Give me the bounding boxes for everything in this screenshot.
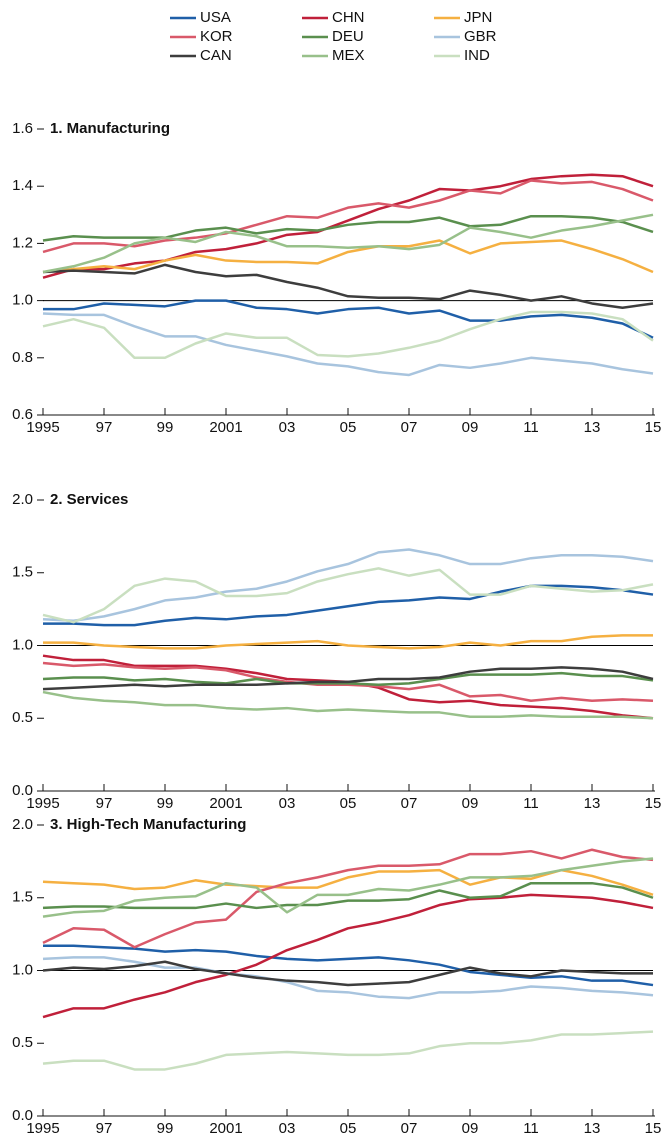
x-tick-label: 1995 <box>26 1120 59 1137</box>
series-line <box>42 548 654 623</box>
series-line <box>42 179 654 254</box>
x-tick-label: 05 <box>340 795 357 812</box>
x-tick-label: 13 <box>584 1120 601 1137</box>
x-tick-label: 15 <box>645 795 662 812</box>
series-line <box>42 310 654 360</box>
x-tick-label: 03 <box>279 1120 296 1137</box>
series-line <box>42 671 654 687</box>
y-tick-label: 0.5 <box>12 709 33 726</box>
y-tick-label: 1.4 <box>12 177 33 194</box>
x-tick-label: 1995 <box>26 795 59 812</box>
x-tick-label: 05 <box>340 1120 357 1137</box>
x-tick-label: 07 <box>401 1120 418 1137</box>
x-tick-label: 03 <box>279 795 296 812</box>
x-tick-label: 2001 <box>209 1120 242 1137</box>
legend-label: IND <box>464 47 490 64</box>
x-tick-label: 05 <box>340 419 357 436</box>
series-line <box>42 661 654 703</box>
x-tick-label: 99 <box>157 419 174 436</box>
legend-label: DEU <box>332 28 364 45</box>
y-tick-label: 1.6 <box>12 120 33 137</box>
series-line <box>42 213 654 274</box>
y-tick-label: 1.0 <box>12 961 33 978</box>
x-tick-label: 09 <box>462 419 479 436</box>
x-tick-label: 99 <box>157 1120 174 1137</box>
y-tick-label: 1.5 <box>12 564 33 581</box>
x-tick-label: 97 <box>96 795 113 812</box>
series-line <box>42 312 654 377</box>
x-tick-label: 13 <box>584 419 601 436</box>
panel-title: 3. High-Tech Manufacturing <box>50 816 246 833</box>
series-line <box>42 263 654 309</box>
x-tick-label: 11 <box>523 1120 539 1137</box>
x-tick-label: 97 <box>96 419 113 436</box>
series-line <box>42 960 653 987</box>
legend-label: GBR <box>464 28 497 45</box>
series-line <box>43 299 654 339</box>
x-tick-label: 1995 <box>26 419 59 436</box>
x-tick-label: 2001 <box>209 419 242 436</box>
series-line <box>42 666 654 691</box>
x-tick-label: 09 <box>462 1120 479 1137</box>
series-line <box>42 214 654 242</box>
series-line <box>42 690 654 720</box>
y-tick-label: 2.0 <box>12 816 33 833</box>
series-line <box>42 848 654 949</box>
y-tick-label: 0.5 <box>12 1034 33 1051</box>
y-tick-label: 0.8 <box>12 349 33 366</box>
x-tick-label: 09 <box>462 795 479 812</box>
y-tick-label: 1.2 <box>12 234 33 251</box>
y-tick-label: 2.0 <box>12 491 33 508</box>
x-tick-label: 11 <box>523 419 539 436</box>
series-line <box>42 893 654 1019</box>
y-tick-label: 0.0 <box>12 1107 33 1124</box>
legend-label: JPN <box>464 9 492 26</box>
x-tick-label: 07 <box>401 419 418 436</box>
legend-label: CHN <box>332 9 365 26</box>
series-line <box>42 1030 654 1071</box>
legend-label: USA <box>200 9 231 26</box>
x-tick-label: 15 <box>645 419 662 436</box>
legend-label: MEX <box>332 47 365 64</box>
panel-title: 1. Manufacturing <box>50 120 170 137</box>
y-tick-label: 0.6 <box>12 406 33 423</box>
x-tick-label: 03 <box>279 419 296 436</box>
x-tick-label: 99 <box>157 795 174 812</box>
series-line <box>42 173 654 279</box>
x-tick-label: 11 <box>523 795 539 812</box>
legend-label: CAN <box>200 47 232 64</box>
series-line <box>43 634 653 650</box>
x-tick-label: 15 <box>645 1120 662 1137</box>
series-line <box>42 857 654 918</box>
x-tick-label: 07 <box>401 795 418 812</box>
series-line <box>42 956 654 1000</box>
y-tick-label: 1.5 <box>12 889 33 906</box>
series-line <box>42 567 654 624</box>
y-tick-label: 1.0 <box>12 636 33 653</box>
legend-label: KOR <box>200 28 233 45</box>
series-line <box>42 239 654 274</box>
y-tick-label: 0.0 <box>12 782 33 799</box>
y-tick-label: 1.0 <box>12 292 33 309</box>
series-line <box>42 881 654 910</box>
x-tick-label: 2001 <box>209 795 242 812</box>
x-tick-label: 97 <box>96 1120 113 1137</box>
x-tick-label: 13 <box>584 795 601 812</box>
series-line <box>43 944 654 987</box>
panel-title: 2. Services <box>50 491 128 508</box>
series-line <box>43 584 654 627</box>
